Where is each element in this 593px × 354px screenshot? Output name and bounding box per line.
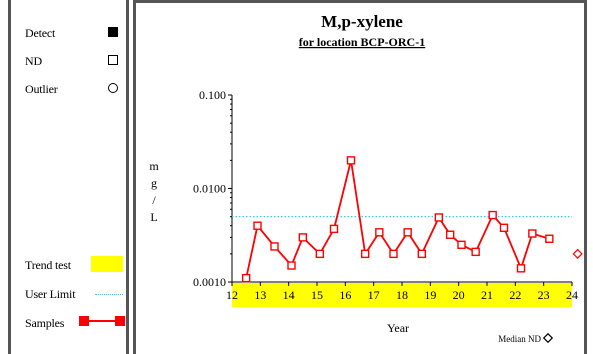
trend-test-band bbox=[232, 283, 572, 307]
data-point-marker bbox=[389, 249, 398, 259]
x-tick-label: 20 bbox=[453, 288, 465, 302]
data-point-marker bbox=[528, 229, 537, 238]
y-tick-label: 0.100 bbox=[199, 88, 226, 102]
y-axis-label: mg / L bbox=[149, 159, 159, 224]
data-point-marker bbox=[457, 240, 466, 249]
trend-test-swatch bbox=[91, 256, 123, 272]
data-point-marker bbox=[298, 233, 308, 242]
x-tick-label: 15 bbox=[311, 288, 323, 302]
median-nd-legend-icon bbox=[542, 332, 554, 344]
legend-samples-label: Samples bbox=[25, 316, 65, 330]
data-point-marker bbox=[516, 264, 526, 273]
data-point-marker bbox=[545, 234, 554, 243]
legend-detect-label: Detect bbox=[25, 26, 56, 40]
chart-subtitle: for location BCP-ORC-1 bbox=[299, 35, 425, 49]
data-point-marker bbox=[270, 242, 279, 251]
y-label-char: m bbox=[149, 159, 159, 173]
data-point-marker bbox=[329, 224, 339, 234]
data-point-marker bbox=[360, 249, 370, 259]
y-tick-label: 0.0010 bbox=[193, 275, 226, 289]
data-point-marker bbox=[241, 273, 251, 283]
data-point-marker bbox=[445, 230, 455, 239]
detect-filled-square-icon bbox=[108, 27, 118, 37]
x-tick-label: 19 bbox=[424, 288, 436, 302]
x-tick-label: 24 bbox=[566, 288, 578, 302]
series-line bbox=[245, 160, 550, 279]
x-tick-label: 13 bbox=[254, 288, 266, 302]
median-nd-label: Median ND bbox=[498, 334, 541, 344]
samples-swatch bbox=[79, 316, 125, 326]
legend-nd-label: ND bbox=[25, 54, 42, 68]
x-tick-label: 16 bbox=[339, 288, 351, 302]
data-point-marker bbox=[287, 261, 296, 270]
data-point-marker bbox=[346, 156, 356, 165]
x-tick-label: 14 bbox=[283, 288, 295, 302]
legend-outlier-label: Outlier bbox=[25, 82, 58, 96]
data-point-marker bbox=[417, 249, 427, 259]
x-tick-label: 21 bbox=[481, 288, 493, 302]
data-point-marker bbox=[403, 228, 412, 237]
chart-title: M,p-xylene bbox=[321, 12, 403, 31]
median-nd-marker bbox=[572, 248, 583, 259]
data-point-marker bbox=[315, 249, 325, 259]
y-label-char: L bbox=[150, 210, 157, 224]
data-point-marker bbox=[434, 213, 444, 222]
user-limit-swatch bbox=[95, 294, 123, 295]
x-tick-label: 18 bbox=[396, 288, 408, 302]
x-tick-label: 22 bbox=[509, 288, 521, 302]
legend-user-limit-label: User Limit bbox=[25, 287, 76, 301]
y-label-char: g bbox=[151, 176, 157, 190]
legend-panel: Detect ND Outlier Trend test User Limit … bbox=[8, 0, 129, 354]
x-tick-label: 12 bbox=[226, 288, 238, 302]
data-point-marker bbox=[253, 221, 262, 230]
data-point-marker bbox=[499, 223, 509, 232]
chart-panel bbox=[133, 0, 587, 354]
data-point-marker bbox=[488, 210, 497, 220]
x-tick-label: 17 bbox=[368, 288, 380, 302]
y-label-char: / bbox=[152, 193, 156, 207]
data-point-marker bbox=[471, 247, 480, 257]
y-tick-label: 0.0100 bbox=[193, 182, 226, 196]
x-tick-label: 23 bbox=[538, 288, 550, 302]
data-point-marker bbox=[375, 228, 384, 237]
outlier-circle-icon bbox=[108, 83, 118, 93]
legend-trend-test-label: Trend test bbox=[25, 258, 71, 272]
nd-open-square-icon bbox=[108, 55, 118, 65]
x-axis-label: Year bbox=[387, 321, 409, 335]
